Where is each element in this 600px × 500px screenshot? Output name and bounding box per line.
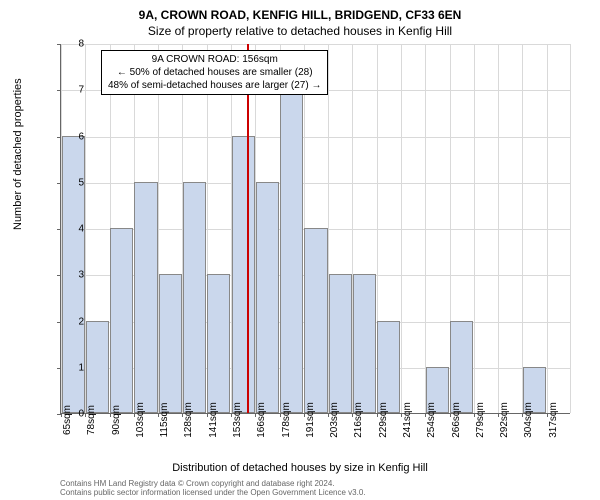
xtick-label: 141sqm [208, 402, 219, 438]
chart-area: 9A CROWN ROAD: 156sqm← 50% of detached h… [60, 44, 570, 414]
gridline-v [425, 44, 426, 413]
ytick-label: 1 [78, 362, 84, 373]
histogram-bar [450, 321, 473, 414]
gridline-h [61, 44, 570, 45]
ytick-label: 2 [78, 316, 84, 327]
xtick-label: 65sqm [62, 405, 73, 435]
xtick-label: 178sqm [281, 402, 292, 438]
plot-area: 9A CROWN ROAD: 156sqm← 50% of detached h… [60, 44, 570, 414]
xtick-label: 317sqm [548, 402, 559, 438]
histogram-bar [256, 182, 279, 413]
gridline-v [401, 44, 402, 413]
xtick-label: 90sqm [111, 405, 122, 435]
xtick-label: 229sqm [378, 402, 389, 438]
xtick-label: 241sqm [402, 402, 413, 438]
xtick-label: 115sqm [159, 403, 170, 438]
footer-line1: Contains HM Land Registry data © Crown c… [60, 479, 366, 489]
xtick-label: 128sqm [183, 402, 194, 438]
annotation-box: 9A CROWN ROAD: 156sqm← 50% of detached h… [101, 50, 328, 95]
histogram-bar [304, 228, 327, 413]
annotation-line1: 9A CROWN ROAD: 156sqm [108, 53, 321, 66]
ytick-label: 8 [78, 39, 84, 50]
ytick-label: 5 [78, 177, 84, 188]
ytick-label: 6 [78, 131, 84, 142]
histogram-bar [232, 136, 255, 414]
reference-line [247, 44, 249, 413]
chart-title-main: 9A, CROWN ROAD, KENFIG HILL, BRIDGEND, C… [0, 0, 600, 22]
chart-title-sub: Size of property relative to detached ho… [0, 22, 600, 38]
histogram-bar [329, 274, 352, 413]
x-axis-label: Distribution of detached houses by size … [0, 462, 600, 474]
annotation-line3: 48% of semi-detached houses are larger (… [108, 79, 321, 92]
xtick-label: 254sqm [426, 402, 437, 438]
xtick-label: 304sqm [523, 402, 534, 438]
ytick-label: 4 [78, 224, 84, 235]
histogram-bar [134, 182, 157, 413]
xtick-label: 292sqm [499, 402, 510, 438]
xtick-label: 191sqm [305, 402, 316, 438]
gridline-h [61, 137, 570, 138]
xtick-label: 103sqm [135, 402, 146, 438]
ytick-label: 3 [78, 270, 84, 281]
histogram-bar [159, 274, 182, 413]
xtick-label: 266sqm [451, 402, 462, 438]
gridline-v [522, 44, 523, 413]
histogram-bar [183, 182, 206, 413]
xtick-label: 153sqm [232, 402, 243, 438]
xtick-label: 78sqm [86, 405, 97, 435]
footer-attribution: Contains HM Land Registry data © Crown c… [60, 479, 366, 498]
ytick-label: 7 [78, 85, 84, 96]
xtick-label: 166sqm [256, 402, 267, 438]
histogram-bar [377, 321, 400, 414]
xtick-label: 203sqm [329, 402, 340, 438]
gridline-v [547, 44, 548, 413]
gridline-v [474, 44, 475, 413]
ytick-label: 0 [78, 409, 84, 420]
histogram-bar [110, 228, 133, 413]
footer-line2: Contains public sector information licen… [60, 488, 366, 498]
histogram-bar [207, 274, 230, 413]
xtick-label: 279sqm [475, 402, 486, 438]
y-axis-label: Number of detached properties [12, 78, 24, 230]
histogram-bar [86, 321, 109, 414]
annotation-line2: ← 50% of detached houses are smaller (28… [108, 66, 321, 79]
gridline-v [498, 44, 499, 413]
histogram-bar [280, 89, 303, 413]
gridline-v [570, 44, 571, 413]
histogram-bar [353, 274, 376, 413]
xtick-label: 216sqm [353, 402, 364, 438]
